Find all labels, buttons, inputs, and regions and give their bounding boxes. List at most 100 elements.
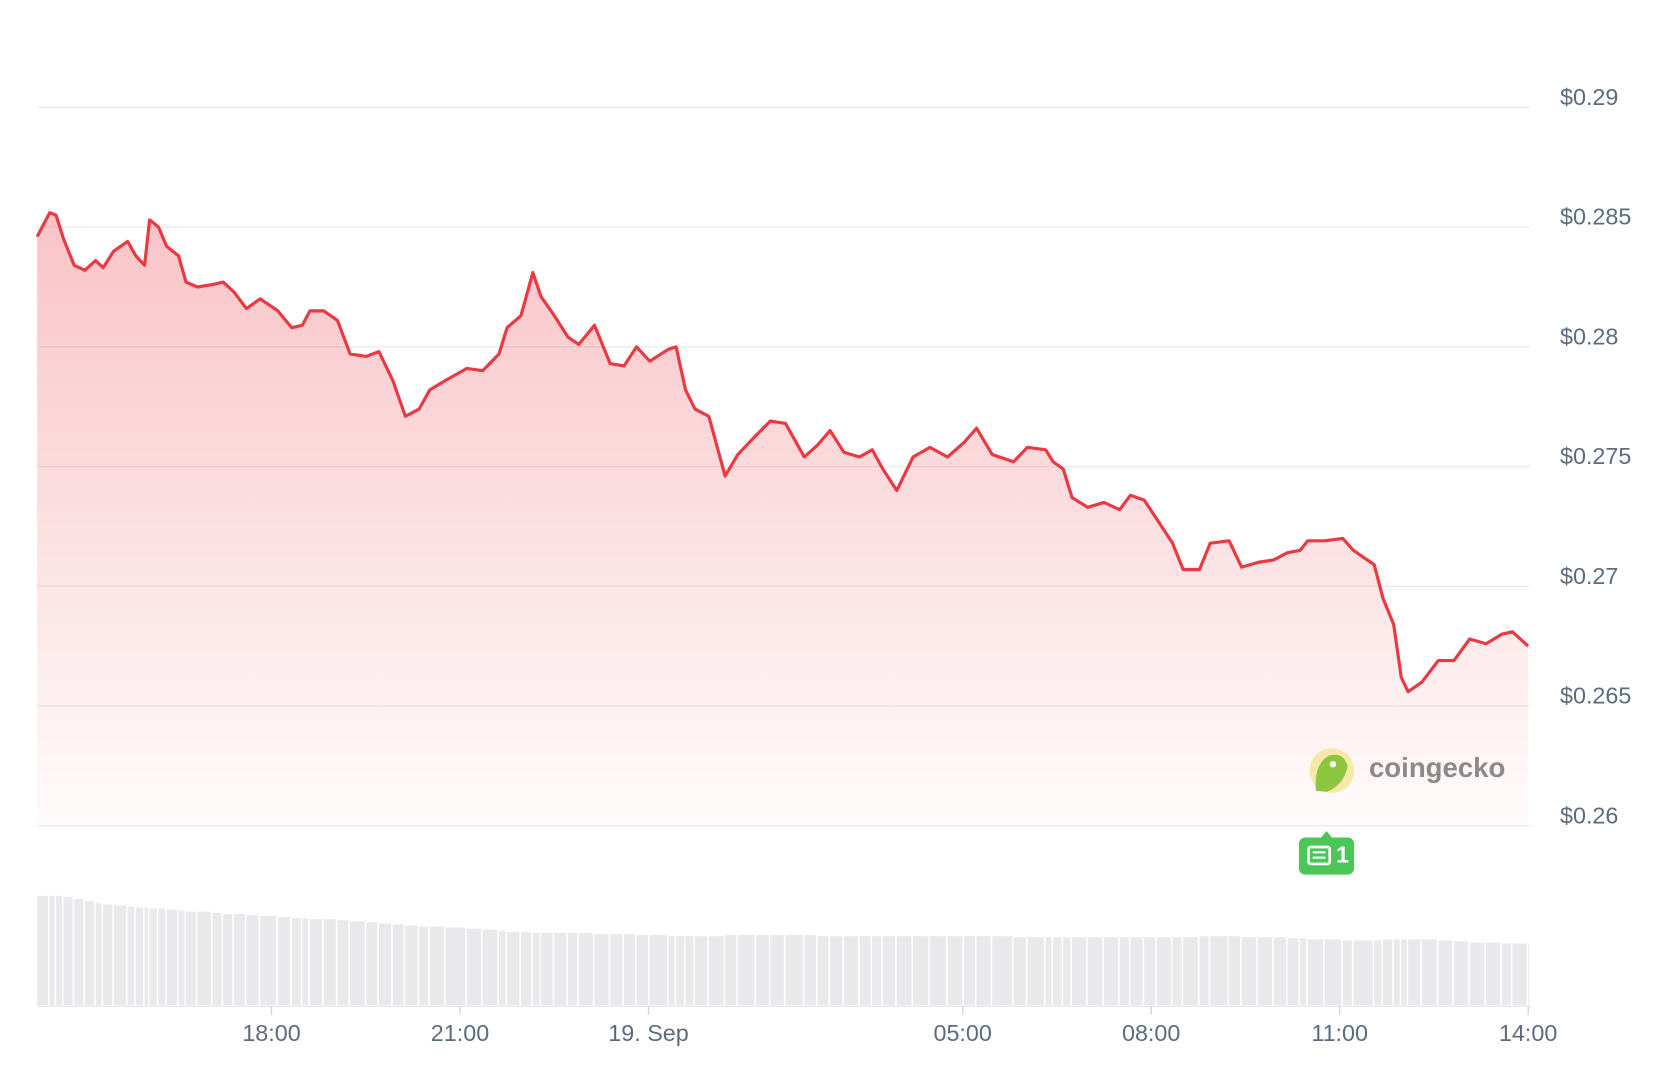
volume-bar [668, 936, 675, 1006]
volume-bar [482, 929, 498, 1006]
volume-bar [913, 936, 929, 1006]
volume-bar [392, 924, 404, 1006]
volume-bar [429, 926, 444, 1006]
volume-bar [1144, 937, 1156, 1006]
volume-bar [695, 936, 708, 1006]
volume-bar [350, 921, 365, 1006]
volume-bar [1342, 940, 1352, 1006]
volume-bar [708, 936, 724, 1006]
badge-pointer [1320, 831, 1333, 839]
y-tick-label: $0.275 [1560, 443, 1631, 469]
volume-bar [95, 903, 102, 1006]
volume-bars [37, 895, 1530, 1006]
watermark: coingecko [1309, 748, 1505, 793]
volume-bar [843, 936, 859, 1006]
volume-bar [1307, 939, 1323, 1006]
volume-bar [976, 936, 991, 1006]
volume-bar [947, 936, 963, 1006]
volume-bar [1199, 936, 1209, 1006]
volume-bar [896, 936, 912, 1006]
volume-bar [1401, 939, 1407, 1006]
volume-bar [1229, 936, 1241, 1006]
volume-bar [1287, 938, 1299, 1006]
volume-bar [74, 899, 84, 1006]
volume-bar [337, 920, 349, 1006]
x-tick-label: 05:00 [933, 1020, 991, 1046]
volume-bar [785, 935, 803, 1006]
volume-bar [1045, 937, 1052, 1006]
volume-bar [1104, 937, 1119, 1006]
volume-bar [1027, 937, 1045, 1006]
volume-bar [1241, 937, 1257, 1006]
x-tick-label: 14:00 [1499, 1020, 1557, 1046]
volume-bar [755, 935, 769, 1006]
x-tick-label: 11:00 [1311, 1020, 1368, 1046]
volume-bar [1528, 943, 1530, 1006]
volume-bar [466, 928, 482, 1006]
volume-bar [1053, 937, 1062, 1006]
x-tick-label: 08:00 [1122, 1020, 1180, 1046]
volume-bar [498, 930, 506, 1006]
volume-bar [1469, 942, 1485, 1006]
volume-bar [1408, 939, 1421, 1006]
volume-bar [63, 896, 73, 1006]
volume-bar [1257, 937, 1273, 1006]
volume-bar [135, 907, 143, 1006]
volume-bar [158, 908, 165, 1006]
volume-bar [594, 934, 609, 1006]
volume-bar [725, 935, 737, 1006]
volume-bar [676, 936, 684, 1006]
volume-bar [302, 918, 309, 1006]
x-tick-label: 19. Sep [608, 1020, 688, 1046]
y-tick-label: $0.285 [1560, 204, 1631, 230]
volume-bar [166, 909, 177, 1006]
volume-bar [103, 904, 113, 1006]
volume-bar [624, 934, 635, 1006]
x-tick-label: 18:00 [242, 1020, 300, 1046]
volume-bar [1512, 943, 1527, 1006]
y-tick-label: $0.28 [1560, 323, 1618, 349]
volume-bar [178, 910, 185, 1006]
volume-bar [1454, 941, 1469, 1006]
volume-bar [323, 919, 336, 1006]
volume-bar [1156, 937, 1171, 1006]
logo-gecko [1315, 754, 1348, 792]
volume-bar [649, 935, 668, 1006]
volume-bar [1071, 937, 1087, 1006]
volume-bar [1374, 940, 1382, 1006]
y-tick-label: $0.29 [1560, 84, 1618, 110]
news-badge[interactable]: 1 [1298, 831, 1355, 875]
volume-bar [55, 895, 62, 1006]
volume-bar [1300, 938, 1307, 1006]
volume-bar [37, 895, 49, 1006]
volume-bar [1130, 937, 1143, 1006]
volume-bar [291, 918, 301, 1006]
volume-bar [1393, 939, 1400, 1006]
volume-bar [378, 923, 392, 1006]
volume-bar [685, 936, 694, 1006]
volume-bar [992, 936, 1012, 1006]
price-line [35, 211, 1530, 694]
volume-bar [84, 901, 94, 1006]
volume-bar [246, 914, 259, 1006]
volume-bar [1273, 937, 1286, 1006]
volume-bar [1063, 937, 1071, 1006]
volume-bar [636, 935, 649, 1006]
volume-bar [1324, 939, 1342, 1006]
volume-bar [882, 936, 896, 1006]
area-fill [37, 212, 1529, 826]
volume-bar [610, 934, 623, 1006]
volume-bar [929, 936, 946, 1006]
volume-bar [804, 935, 816, 1006]
logo-eye [1329, 761, 1337, 768]
volume-bar [770, 935, 784, 1006]
volume-bar [507, 931, 520, 1006]
volume-bar [1119, 937, 1129, 1006]
volume-bar [309, 919, 323, 1006]
volume-bar [830, 936, 843, 1006]
x-tick-label: 21:00 [431, 1020, 489, 1046]
volume-bar [212, 912, 222, 1006]
volume-bar [1183, 937, 1198, 1006]
